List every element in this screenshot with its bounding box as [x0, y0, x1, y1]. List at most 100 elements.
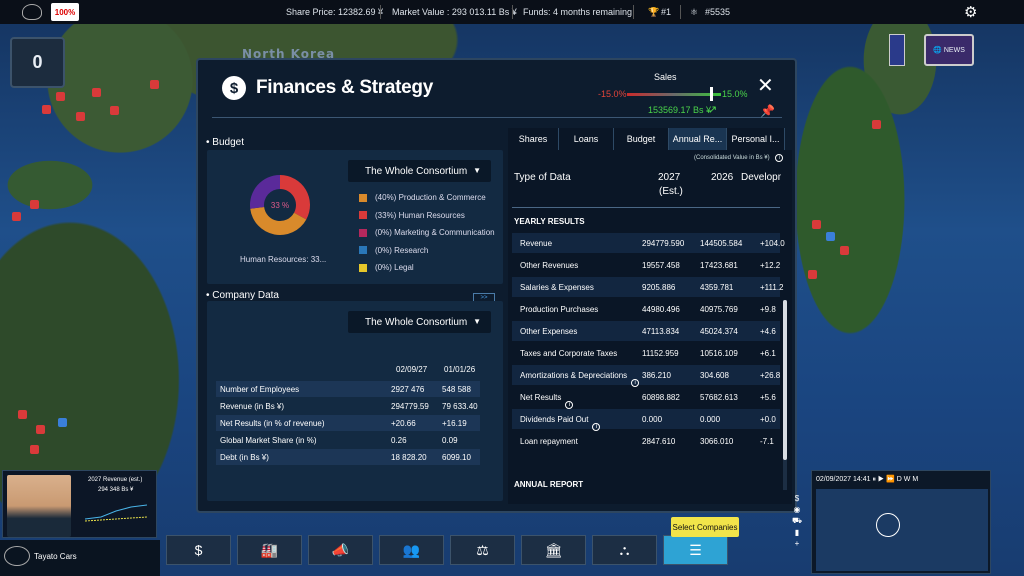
- row-value: +5.6: [760, 393, 776, 402]
- organization-nav-button[interactable]: ⛬: [592, 535, 657, 565]
- row-label: Other Expenses: [520, 327, 578, 336]
- car-icon[interactable]: ⛟: [791, 516, 803, 525]
- other-slice[interactable]: [250, 175, 280, 209]
- legend-label: (0%) Marketing & Communication: [375, 228, 495, 237]
- pause-icon[interactable]: ⏸: [872, 476, 876, 483]
- production-slice[interactable]: [250, 207, 307, 235]
- notification-counter[interactable]: 0: [10, 37, 65, 88]
- annual-results-table: (Consolidated Value in Bs ¥) i Type of D…: [508, 150, 792, 504]
- map-marker[interactable]: [42, 105, 51, 114]
- scrollbar-thumb[interactable]: [783, 300, 787, 460]
- legend-label: (33%) Human Resources: [375, 210, 465, 220]
- row-label-cell: Net Resultsi: [520, 393, 574, 409]
- dollar-icon: $: [194, 542, 203, 558]
- company-scope-dropdown[interactable]: The Whole Consortium ▼: [348, 311, 491, 333]
- ceo-profile-card[interactable]: 2027 Revenue (est.) 294 348 Bs ¥: [2, 470, 157, 538]
- map-marker[interactable]: [812, 220, 821, 229]
- map-marker[interactable]: [110, 106, 119, 115]
- mini-revenue-chart: [84, 504, 148, 522]
- sales-slider[interactable]: Sales -15.0% 15.0% 153569.17 Bs ¥ ↗: [590, 70, 750, 120]
- tab-shares[interactable]: Shares: [508, 128, 559, 150]
- map-marker[interactable]: [808, 270, 817, 279]
- marketing-nav-button[interactable]: 📣: [308, 535, 373, 565]
- crosshair-icon[interactable]: [876, 513, 900, 537]
- company-logo-icon[interactable]: [22, 4, 42, 20]
- row-label: Net Results: [520, 393, 562, 402]
- row-value: 47113.834: [642, 327, 680, 336]
- percentage-badge[interactable]: 100%: [51, 3, 79, 21]
- row-value: 4359.781: [700, 283, 734, 292]
- map-marker[interactable]: [840, 246, 849, 255]
- map-marker[interactable]: [12, 212, 21, 221]
- map-marker[interactable]: [826, 232, 835, 241]
- map-marker[interactable]: [18, 410, 27, 419]
- tab-annual-re[interactable]: Annual Re...: [669, 128, 727, 150]
- human-resources-slice[interactable]: [280, 175, 310, 220]
- row-value: +104.0: [760, 239, 785, 248]
- list-nav-button[interactable]: ☰: [663, 535, 728, 565]
- hr-nav-button[interactable]: 👥: [379, 535, 444, 565]
- tab-personal-i[interactable]: Personal I...: [727, 128, 785, 150]
- row-label: Revenue (in Bs ¥): [220, 402, 285, 411]
- map-marker[interactable]: [30, 445, 39, 454]
- trophy-icon: 🏆: [648, 7, 660, 17]
- map-marker[interactable]: [30, 200, 39, 209]
- legend-swatch: [359, 246, 367, 254]
- map-marker[interactable]: [872, 120, 881, 129]
- row-value: +12.2: [760, 261, 781, 270]
- row-label-cell: Amortizations & Depreciationsi: [520, 371, 640, 387]
- budget-donut-chart[interactable]: 33 %: [245, 170, 315, 240]
- map-marker[interactable]: [56, 92, 65, 101]
- dollar-icon[interactable]: $: [794, 494, 800, 503]
- legend-swatch: [359, 211, 367, 219]
- institution-nav-button[interactable]: 🏛: [521, 535, 586, 565]
- chart-icon[interactable]: ▮: [794, 528, 800, 537]
- info-icon[interactable]: i: [631, 379, 640, 387]
- info-icon[interactable]: i: [592, 423, 601, 431]
- phone-icon[interactable]: [889, 34, 905, 66]
- map-marker[interactable]: [58, 418, 67, 427]
- row-value: 17423.681: [700, 261, 738, 270]
- camera-icon[interactable]: ◉: [793, 505, 801, 514]
- sales-slider-handle[interactable]: [709, 87, 713, 101]
- info-icon[interactable]: i: [775, 154, 784, 162]
- legend-item: (33%) Human Resources: [359, 211, 465, 220]
- table-row: Loan repayment 2847.610 3066.010 -7.1: [512, 431, 780, 451]
- fast-forward-icon[interactable]: ⏩: [886, 476, 895, 483]
- news-button[interactable]: 🌐 NEWS: [924, 34, 974, 66]
- ceo-avatar[interactable]: [7, 475, 71, 537]
- map-marker[interactable]: [92, 88, 101, 97]
- dropdown-value: The Whole Consortium: [365, 316, 468, 328]
- close-icon[interactable]: ✕: [757, 75, 774, 97]
- divider: [512, 207, 780, 208]
- map-marker[interactable]: [36, 425, 45, 434]
- gear-icon[interactable]: ⚙: [964, 4, 978, 21]
- finance-nav-button[interactable]: $: [166, 535, 231, 565]
- pin-icon[interactable]: 📌: [760, 104, 775, 118]
- row-value: 0.09: [442, 436, 458, 445]
- row-label: Revenue: [520, 239, 553, 248]
- period-toggle[interactable]: D W M: [896, 476, 919, 483]
- row-value: +16.19: [442, 419, 467, 428]
- tab-loans[interactable]: Loans: [559, 128, 614, 150]
- play-icon[interactable]: ▶: [877, 476, 885, 483]
- col-2026-header: 2026: [711, 172, 734, 183]
- minimap-view[interactable]: [816, 489, 988, 571]
- sales-slider-track[interactable]: [627, 93, 721, 96]
- map-marker[interactable]: [76, 112, 85, 121]
- tab-budget[interactable]: Budget: [614, 128, 669, 150]
- row-value: 6099.10: [442, 453, 471, 462]
- map-marker[interactable]: [150, 80, 159, 89]
- row-value: 294779.590: [642, 239, 685, 248]
- legal-nav-button[interactable]: ⚖: [450, 535, 515, 565]
- production-nav-button[interactable]: 🏭: [237, 535, 302, 565]
- minimap[interactable]: 02/09/2027 14:41 ⏸ ▶ ⏩ D W M: [811, 470, 991, 574]
- org-chart-icon: ⛬: [619, 541, 630, 558]
- add-icon[interactable]: +: [794, 539, 800, 548]
- time-controls[interactable]: 02/09/2027 14:41 ⏸ ▶ ⏩ D W M: [816, 475, 918, 484]
- trend-up-icon: ↗: [708, 104, 718, 116]
- research-points: #5535: [705, 7, 731, 17]
- info-icon[interactable]: i: [565, 401, 574, 409]
- budget-scope-dropdown[interactable]: The Whole Consortium ▼: [348, 160, 491, 182]
- company-data-row: Number of Employees 2927 476 548 588: [216, 381, 480, 397]
